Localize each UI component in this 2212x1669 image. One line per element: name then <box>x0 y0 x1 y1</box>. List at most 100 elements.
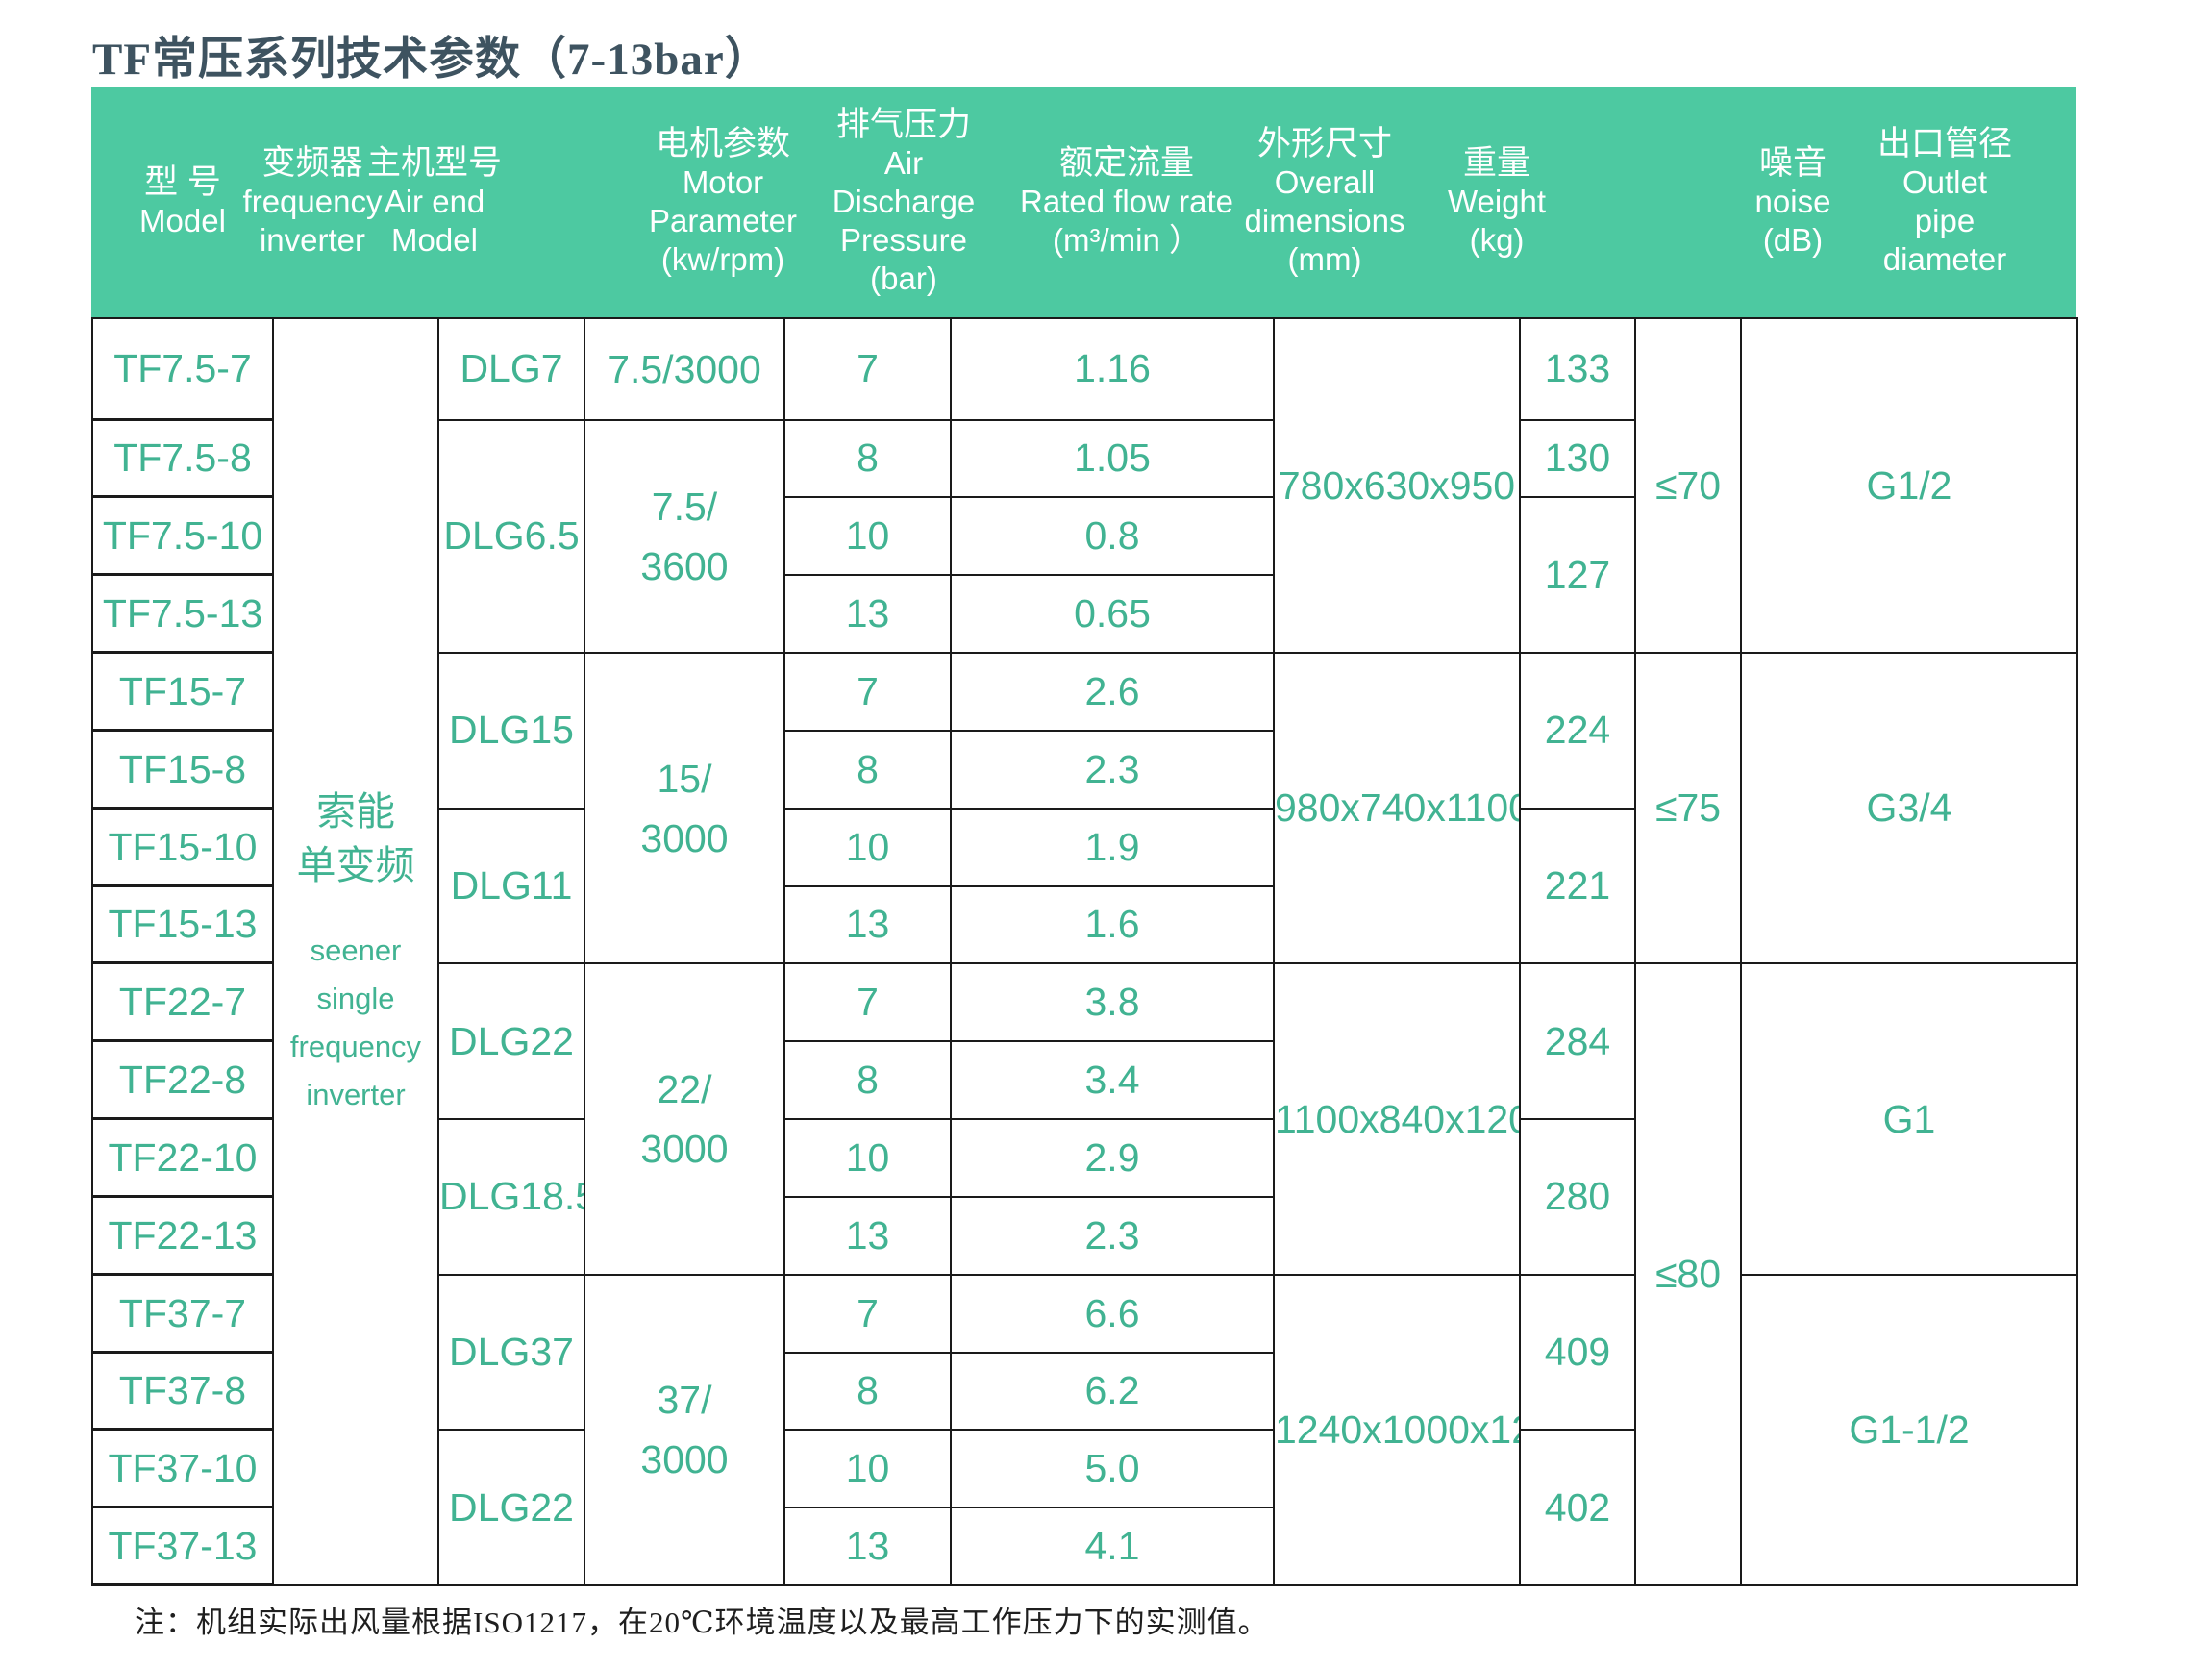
cell-model: TF15-8 <box>91 729 274 810</box>
cell-flow: 3.8 <box>950 962 1275 1043</box>
cell-flow: 1.16 <box>950 317 1275 421</box>
cell-noise: ≤75 <box>1634 652 1742 965</box>
cell-flow: 2.6 <box>950 652 1275 732</box>
cell-flow: 6.2 <box>950 1351 1275 1432</box>
table-row: TF22-10 DLG18.5 10 2.9 280 <box>91 1118 2077 1276</box>
cell-pressure: 10 <box>783 1429 952 1509</box>
cell-dims: 1240x1000x1280 <box>1273 1273 1521 1587</box>
table-header: 型 号 Model 变频器 frequency inverter 主机型号 Ai… <box>91 87 2076 317</box>
cell-flow: 3.4 <box>950 1040 1275 1121</box>
cell-weight: 133 <box>1519 317 1636 421</box>
cell-outlet: G1 <box>1740 962 2078 1276</box>
cell-model: TF37-8 <box>91 1351 274 1432</box>
table-row: TF7.5-8 DLG6.5 7.5/ 3600 8 1.05 130 <box>91 418 2077 655</box>
cell-pressure: 7 <box>783 962 952 1043</box>
cell-pressure: 7 <box>783 652 952 732</box>
cell-flow: 1.6 <box>950 884 1275 965</box>
table-row: TF37-7 DLG37 37/ 3000 7 6.6 1240x1000x12… <box>91 1273 2078 1587</box>
cell-weight: 224 <box>1519 652 1636 810</box>
cell-model: TF7.5-13 <box>91 574 274 655</box>
cell-motor: 7.5/ 3600 <box>584 418 785 655</box>
header-flow: 额定流量 Rated flow rate (m³/min ） <box>1020 144 1233 258</box>
cell-pressure: 8 <box>783 418 952 499</box>
cell-model: TF37-10 <box>91 1429 274 1509</box>
cell-pressure: 13 <box>783 884 952 965</box>
cell-pressure: 7 <box>783 1273 952 1354</box>
cell-airend: DLG18.5 <box>437 1118 585 1276</box>
cell-pressure: 13 <box>783 1195 952 1276</box>
cell-pressure: 13 <box>783 574 952 655</box>
cell-pressure: 13 <box>783 1507 952 1586</box>
cell-pressure: 7 <box>783 317 952 421</box>
table-row: TF7.5-13 13 0.65 <box>91 574 2077 655</box>
cell-model: TF15-7 <box>91 652 274 732</box>
cell-flow: 5.0 <box>950 1429 1275 1509</box>
cell-model: TF37-7 <box>91 1273 274 1354</box>
cell-outlet: G1-1/2 <box>1740 1273 2078 1587</box>
cell-motor: 22/ 3000 <box>584 962 785 1276</box>
cell-dims: 980x740x1100 <box>1273 652 1521 965</box>
header-weight: 重量 Weight (kg) <box>1447 144 1547 258</box>
cell-model: TF22-10 <box>91 1118 274 1198</box>
cell-pressure: 10 <box>783 807 952 887</box>
header-model: 型 号 Model <box>139 163 226 238</box>
cell-flow: 0.8 <box>950 496 1275 577</box>
cell-model: TF37-13 <box>91 1507 274 1586</box>
table-row: TF15-10 DLG11 10 1.9 221 <box>91 807 2077 965</box>
cell-airend: DLG22 <box>437 1429 585 1586</box>
cell-dims: 1100x840x1200 <box>1273 962 1521 1276</box>
cell-airend: DLG15 <box>437 652 585 810</box>
header-outlet: 出口管径 Outlet pipe diameter <box>1876 125 2013 277</box>
cell-noise: ≤70 <box>1634 316 1742 655</box>
cell-weight: 280 <box>1519 1118 1636 1276</box>
header-motor: 电机参数 Motor Parameter (kw/rpm) <box>648 125 798 277</box>
header-inverter: 变频器 frequency inverter <box>242 144 383 258</box>
cell-pressure: 8 <box>783 1351 952 1432</box>
header-noise: 噪音 noise (dB) <box>1754 144 1831 258</box>
cell-flow: 4.1 <box>950 1507 1275 1586</box>
cell-airend: DLG22 <box>437 962 585 1121</box>
table-row: TF22-7 DLG22 22/ 3000 7 3.8 1100x840x120… <box>91 962 2078 1586</box>
table-row: TF15-13 13 1.6 <box>91 884 2077 965</box>
cell-airend: DLG37 <box>437 1273 585 1432</box>
cell-pressure: 10 <box>783 496 952 577</box>
cell-model: TF7.5-7 <box>91 317 274 421</box>
cell-outlet: G3/4 <box>1740 652 2078 965</box>
cell-flow: 2.3 <box>950 1195 1275 1276</box>
cell-weight: 402 <box>1519 1429 1636 1586</box>
spacer <box>275 892 436 927</box>
cell-model: TF15-10 <box>91 807 274 887</box>
cell-airend: DLG11 <box>437 807 585 965</box>
cell-airend: DLG6.5 <box>437 418 585 655</box>
table-row: TF37-13 13 4.1 <box>91 1507 2077 1586</box>
cell-model: TF22-7 <box>91 962 274 1043</box>
cell-noise: ≤80 <box>1634 962 1742 1586</box>
cell-model: TF7.5-10 <box>91 496 274 577</box>
cell-pressure: 8 <box>783 729 952 810</box>
table-row: TF37-10 DLG22 10 5.0 402 <box>91 1429 2077 1586</box>
cell-weight: 221 <box>1519 807 1636 965</box>
cell-pressure: 10 <box>783 1118 952 1198</box>
cell-motor: 37/ 3000 <box>584 1273 785 1587</box>
cell-dims: 780x630x950 <box>1273 316 1521 655</box>
cell-model: TF22-8 <box>91 1040 274 1121</box>
cell-motor: 7.5/3000 <box>584 317 785 421</box>
header-dims: 外形尺寸 Overall dimensions (mm) <box>1244 125 1405 277</box>
table-row: TF22-8 8 3.4 <box>91 1040 2077 1121</box>
cell-pressure: 8 <box>783 1040 952 1121</box>
cell-flow: 2.3 <box>950 729 1275 810</box>
cell-weight: 409 <box>1519 1273 1636 1432</box>
cell-flow: 2.9 <box>950 1118 1275 1198</box>
table-row: TF7.5-7 索能 单变频 seener single frequency i… <box>91 316 2078 1586</box>
cell-model: TF22-13 <box>91 1195 274 1276</box>
table-row: TF22-13 13 2.3 <box>91 1195 2077 1276</box>
cell-model: TF15-13 <box>91 884 274 965</box>
cell-model: TF7.5-8 <box>91 418 274 499</box>
cell-outlet: G1/2 <box>1740 316 2078 655</box>
table-row: TF37-8 8 6.2 <box>91 1351 2077 1432</box>
cell-flow: 1.9 <box>950 807 1275 887</box>
table-row: TF15-8 8 2.3 <box>91 729 2077 810</box>
cell-weight: 130 <box>1519 418 1636 499</box>
cell-weight: 284 <box>1519 962 1636 1121</box>
footnote: 注：机组实际出风量根据ISO1217，在20℃环境温度以及最高工作压力下的实测值… <box>135 1606 1269 1639</box>
